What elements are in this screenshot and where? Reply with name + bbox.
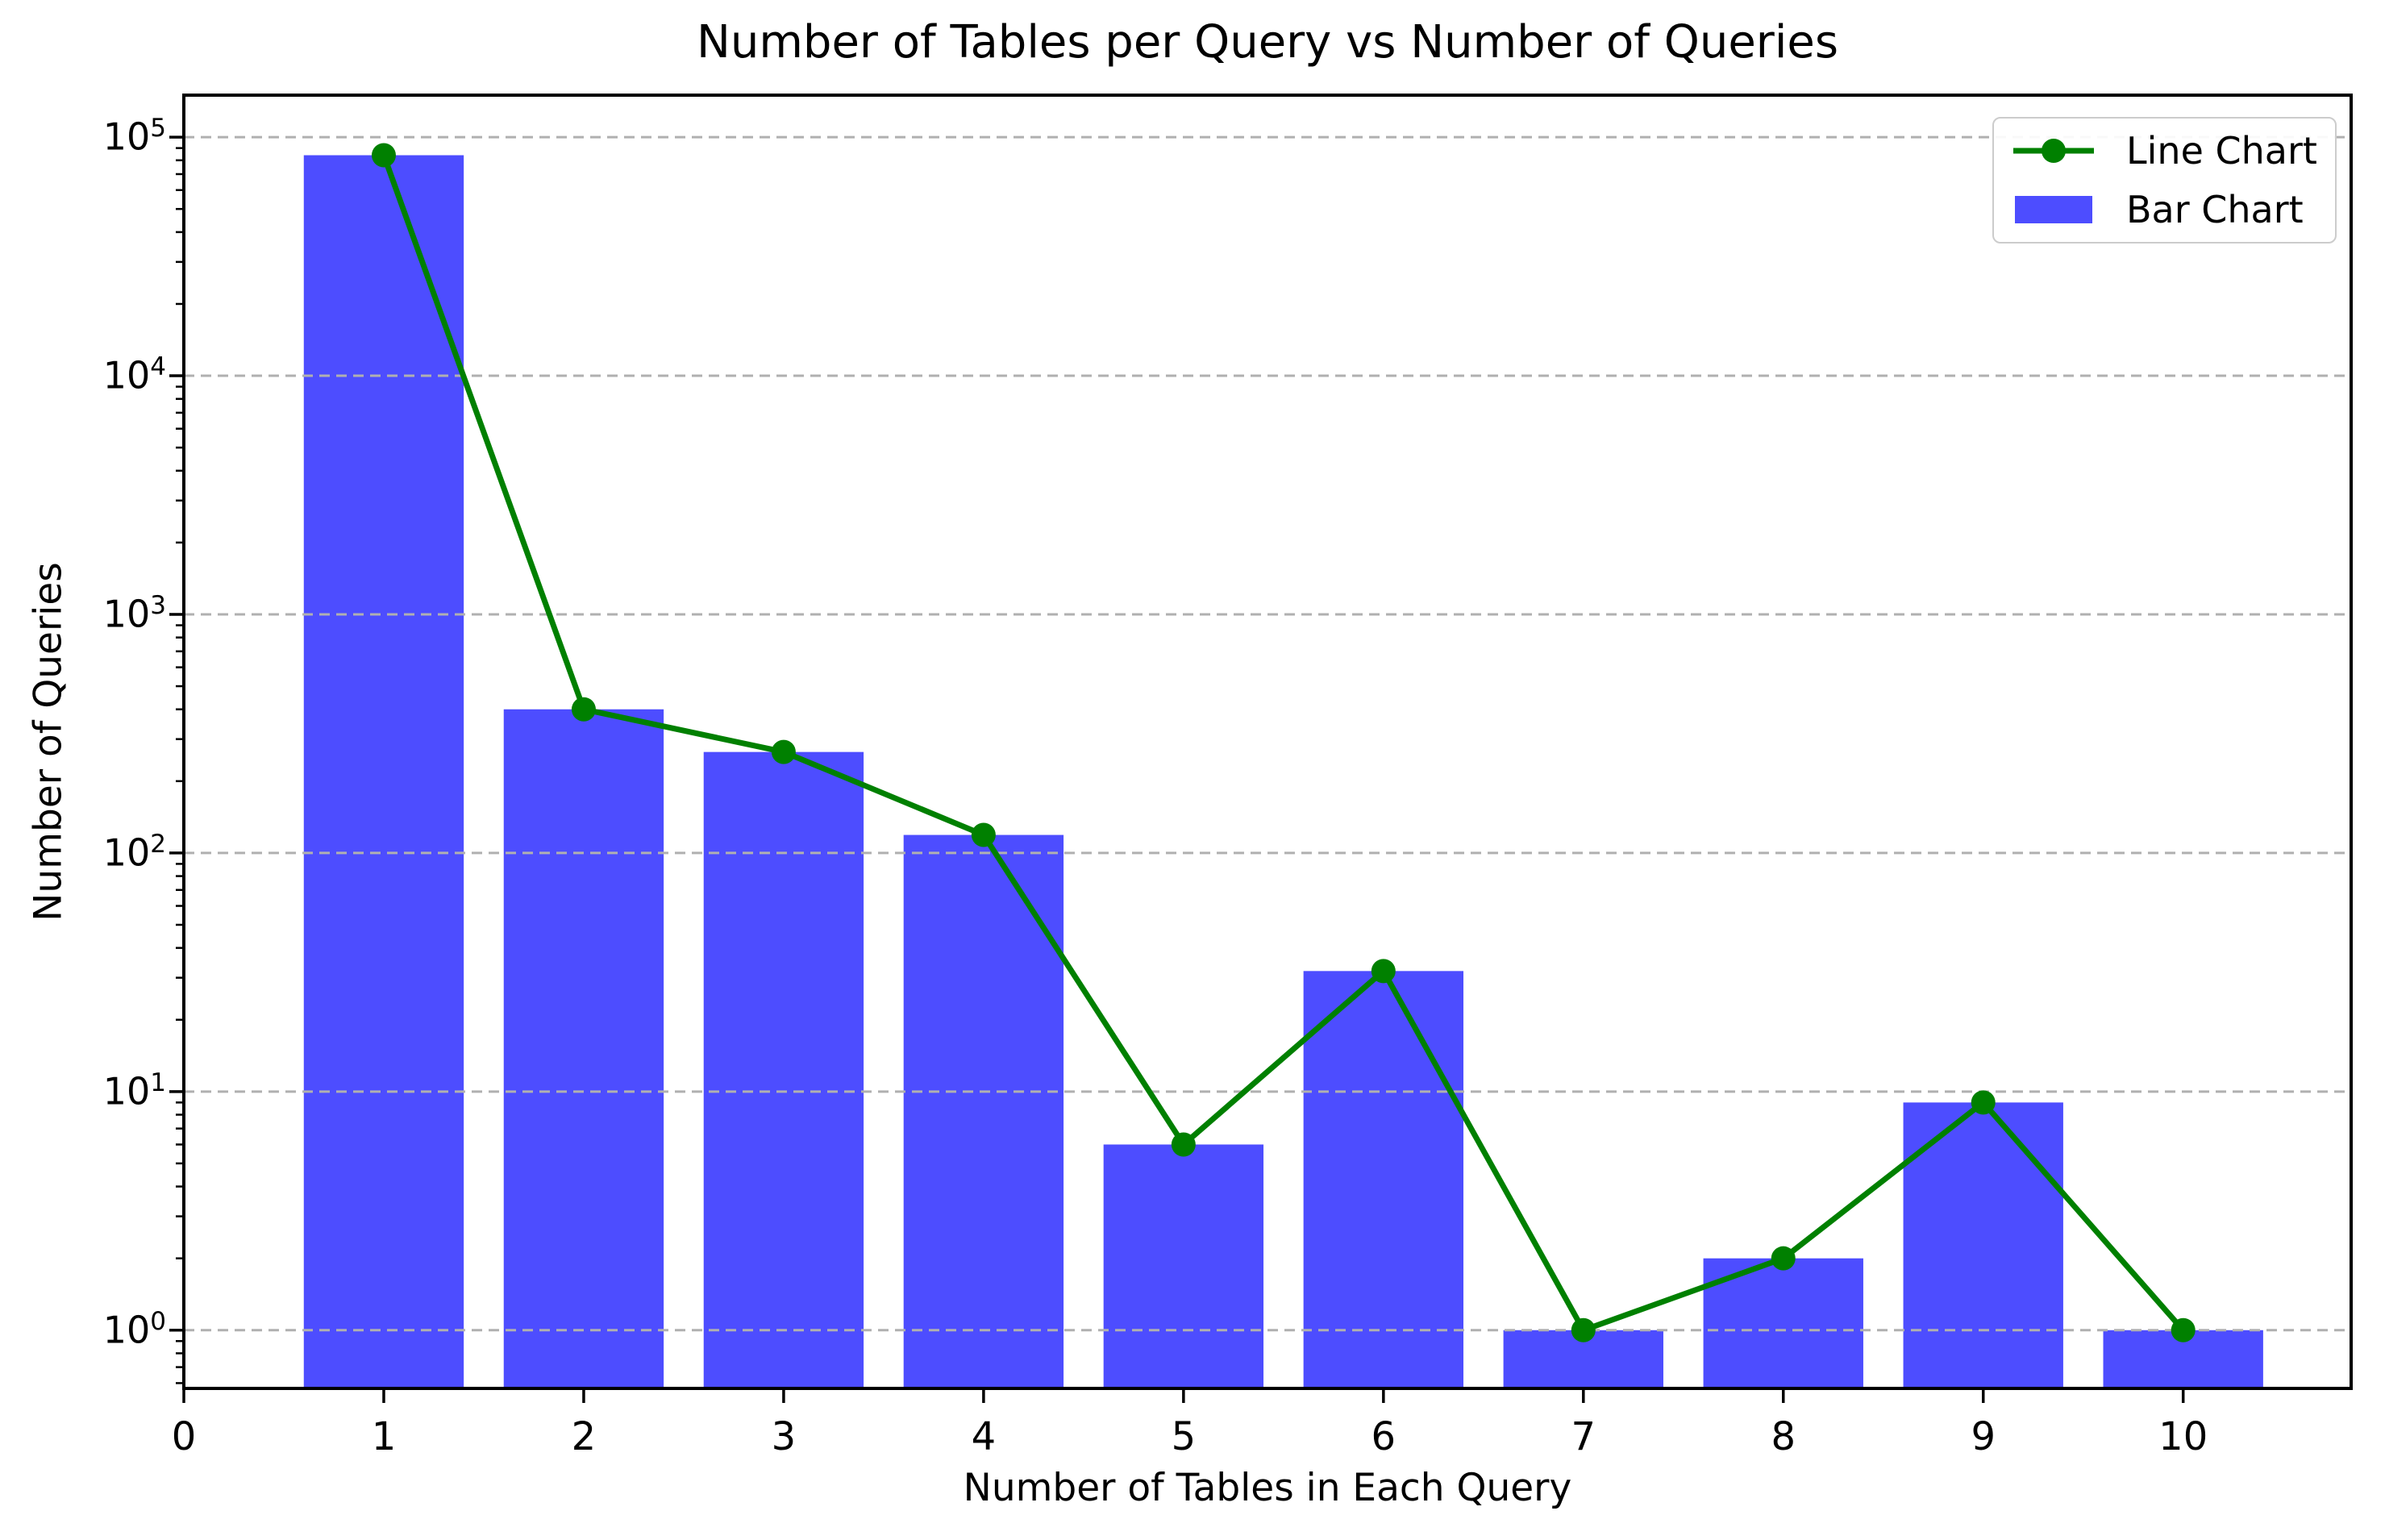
y-tick-label-1e2: 102 [102,830,166,875]
y-tick-label-1e4: 104 [102,352,166,397]
legend-item-line: Line Chart [2010,125,2335,177]
x-axis-label: Number of Tables in Each Query [963,1466,1572,1510]
legend-label-line: Line Chart [2126,129,2317,173]
line-marker-x10 [2171,1317,2196,1342]
bar-swatch-icon [2010,195,2097,223]
bar-x5 [1103,1144,1264,1388]
line-marker-x2 [571,697,596,722]
line-chart-path [381,152,2187,1334]
x-tick-label-5: 5 [1171,1414,1197,1459]
y-tick-label-1e0: 100 [102,1306,166,1352]
bar-x2 [503,709,664,1388]
legend-label-bar: Bar Chart [2126,187,2304,231]
bar-x4 [903,835,1064,1388]
legend-item-bar: Bar Chart [2010,184,2335,235]
line-marker-x3 [771,739,796,764]
x-tick-label-2: 2 [571,1414,597,1459]
bar-x1 [303,155,464,1388]
x-tick-label-10: 10 [2158,1414,2208,1459]
line-marker-x8 [1771,1246,1796,1271]
x-tick-label-8: 8 [1771,1414,1796,1459]
x-tick-label-6: 6 [1371,1414,1396,1459]
bar-x6 [1303,971,1464,1388]
y-tick-label-1e3: 103 [102,591,166,636]
chart-title: Number of Tables per Query vs Number of … [696,16,1839,69]
y-tick-label-1e1: 101 [102,1068,166,1113]
bar-x3 [703,751,864,1388]
line-marker-x6 [1371,959,1396,984]
x-tick-label-4: 4 [971,1414,997,1459]
x-tick-label-7: 7 [1571,1414,1596,1459]
line-marker-x9 [1971,1090,1996,1115]
x-tick-label-1: 1 [371,1414,397,1459]
bar-x9 [1903,1102,2063,1388]
line-marker-x7 [1571,1317,1596,1342]
x-tick-label-9: 9 [1971,1414,1996,1459]
plot-border [182,94,2353,1390]
y-tick-label-1e5: 105 [102,114,166,159]
legend: Line Chart Bar Chart [1992,117,2337,243]
line-marker-x1 [371,143,396,168]
line-swatch-icon [2010,135,2097,167]
x-tick-label-0: 0 [171,1414,197,1459]
x-tick-label-3: 3 [771,1414,797,1459]
line-marker-x5 [1171,1132,1196,1157]
line-marker-x4 [971,822,996,847]
